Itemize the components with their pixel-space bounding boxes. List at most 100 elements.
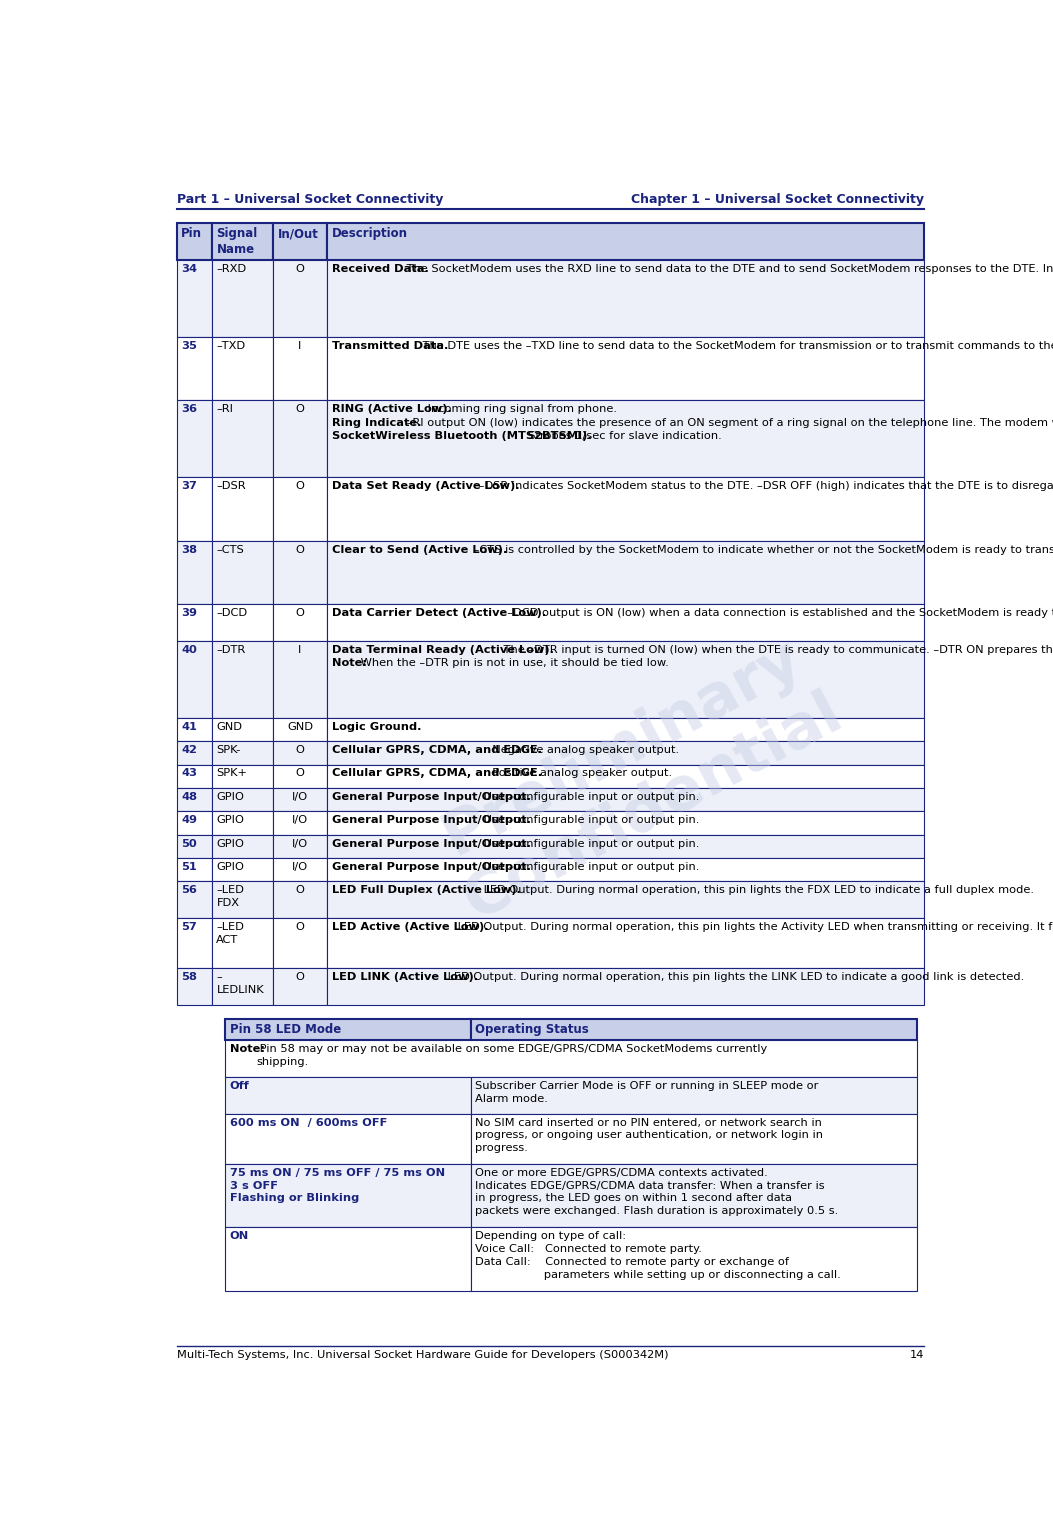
Bar <box>471 1019 917 1041</box>
Bar <box>212 641 273 718</box>
Bar <box>273 741 326 764</box>
Bar <box>177 541 212 604</box>
Text: I/O: I/O <box>292 792 309 802</box>
Bar <box>326 260 925 337</box>
Text: O: O <box>296 885 304 895</box>
Text: –RI output ON (low) indicates the presence of an ON segment of a ring signal on : –RI output ON (low) indicates the presen… <box>403 417 1053 428</box>
Bar <box>212 881 273 918</box>
Text: 35: 35 <box>181 340 197 351</box>
Text: General Purpose Input/Output.: General Purpose Input/Output. <box>332 838 531 849</box>
Bar <box>212 477 273 541</box>
Text: O: O <box>296 545 304 554</box>
Text: LED Full Duplex (Active Low).: LED Full Duplex (Active Low). <box>332 885 520 895</box>
Text: The –DTR input is turned ON (low) when the DTE is ready to communicate. –DTR ON : The –DTR input is turned ON (low) when t… <box>500 645 1053 654</box>
Bar <box>471 1227 917 1291</box>
Bar <box>326 835 925 858</box>
Text: Cellular GPRS, CDMA, and EDGE.: Cellular GPRS, CDMA, and EDGE. <box>332 745 541 755</box>
Text: Off: Off <box>230 1081 250 1090</box>
Text: 40: 40 <box>181 645 197 654</box>
Text: LED Output. During normal operation, this pin lights the LINK LED to indicate a : LED Output. During normal operation, thi… <box>444 972 1025 983</box>
Text: SPK-: SPK- <box>216 745 241 755</box>
Text: Received Data.: Received Data. <box>332 263 429 274</box>
Text: General Purpose Input/Output.: General Purpose Input/Output. <box>332 862 531 872</box>
Text: –RI: –RI <box>216 403 234 414</box>
Text: 57: 57 <box>181 922 197 932</box>
Text: 41: 41 <box>181 722 197 732</box>
Text: Positive analog speaker output.: Positive analog speaker output. <box>485 768 672 778</box>
Text: Pin: Pin <box>181 228 202 240</box>
Bar <box>225 1113 471 1164</box>
Text: –DCD output is ON (low) when a data connection is established and the SocketMode: –DCD output is ON (low) when a data conn… <box>500 608 1053 618</box>
Bar <box>177 835 212 858</box>
Text: LED Active (Active Low).: LED Active (Active Low). <box>332 922 489 932</box>
Bar <box>273 858 326 881</box>
Bar <box>326 918 925 969</box>
Text: Chapter 1 – Universal Socket Connectivity: Chapter 1 – Universal Socket Connectivit… <box>632 192 925 206</box>
Bar <box>177 641 212 718</box>
Bar <box>273 835 326 858</box>
Text: RING (Active Low).: RING (Active Low). <box>332 403 452 414</box>
Bar <box>273 337 326 400</box>
Bar <box>177 881 212 918</box>
Bar <box>326 400 925 477</box>
Bar <box>273 400 326 477</box>
Text: –DSR indicates SocketModem status to the DTE. –DSR OFF (high) indicates that the: –DSR indicates SocketModem status to the… <box>475 480 1053 491</box>
Text: Strobes 1/sec for slave indication.: Strobes 1/sec for slave indication. <box>521 431 721 440</box>
Text: LED Output. During normal operation, this pin lights the FDX LED to indicate a f: LED Output. During normal operation, thi… <box>480 885 1034 895</box>
Text: Preliminary
Confidential: Preliminary Confidential <box>423 624 852 932</box>
Text: Signal
Name: Signal Name <box>216 228 258 256</box>
Text: –CTS is controlled by the SocketModem to indicate whether or not the SocketModem: –CTS is controlled by the SocketModem to… <box>470 545 1053 554</box>
Text: General Purpose Input/Output.: General Purpose Input/Output. <box>332 792 531 802</box>
Bar <box>225 1041 917 1076</box>
Bar <box>212 969 273 1006</box>
Text: Data Terminal Ready (Active Low).: Data Terminal Ready (Active Low). <box>332 645 554 654</box>
Text: Pin 58 may or may not be available on some EDGE/GPRS/CDMA SocketModems currently: Pin 58 may or may not be available on so… <box>256 1044 768 1067</box>
Bar <box>177 604 212 641</box>
Bar <box>177 477 212 541</box>
Bar <box>177 812 212 835</box>
Text: User-configurable input or output pin.: User-configurable input or output pin. <box>480 838 699 849</box>
Text: O: O <box>296 745 304 755</box>
Text: General Purpose Input/Output.: General Purpose Input/Output. <box>332 815 531 825</box>
Text: GPIO: GPIO <box>216 792 244 802</box>
Bar <box>212 541 273 604</box>
Text: Incoming ring signal from phone.: Incoming ring signal from phone. <box>423 403 617 414</box>
Bar <box>212 741 273 764</box>
Bar <box>273 812 326 835</box>
Text: –DSR: –DSR <box>216 480 246 491</box>
Bar <box>326 477 925 541</box>
Bar <box>212 788 273 812</box>
Text: –DCD: –DCD <box>216 608 247 618</box>
Bar <box>273 260 326 337</box>
Bar <box>177 969 212 1006</box>
Bar <box>177 918 212 969</box>
Bar <box>273 788 326 812</box>
Bar <box>326 969 925 1006</box>
Bar <box>225 1076 471 1113</box>
Text: 37: 37 <box>181 480 197 491</box>
Text: O: O <box>296 608 304 618</box>
Bar <box>212 858 273 881</box>
Text: Subscriber Carrier Mode is OFF or running in SLEEP mode or
Alarm mode.: Subscriber Carrier Mode is OFF or runnin… <box>475 1081 819 1104</box>
Text: In/Out: In/Out <box>278 228 319 240</box>
Bar <box>273 918 326 969</box>
Text: Description: Description <box>332 228 408 240</box>
Bar <box>326 604 925 641</box>
Bar <box>177 260 212 337</box>
Text: O: O <box>296 768 304 778</box>
Bar <box>273 477 326 541</box>
Text: –DTR: –DTR <box>216 645 245 654</box>
Bar <box>273 541 326 604</box>
Bar <box>212 918 273 969</box>
Bar <box>326 881 925 918</box>
Text: Cellular GPRS, CDMA, and EDGE.: Cellular GPRS, CDMA, and EDGE. <box>332 768 541 778</box>
Text: Ring Indicate.: Ring Indicate. <box>332 417 421 428</box>
Bar <box>326 337 925 400</box>
Text: 50: 50 <box>181 838 197 849</box>
Text: 42: 42 <box>181 745 197 755</box>
Bar <box>326 541 925 604</box>
Bar <box>273 969 326 1006</box>
Text: Pin 58 LED Mode: Pin 58 LED Mode <box>230 1023 341 1036</box>
Bar <box>212 835 273 858</box>
Text: The SocketModem uses the RXD line to send data to the DTE and to send SocketMode: The SocketModem uses the RXD line to sen… <box>403 263 1053 274</box>
